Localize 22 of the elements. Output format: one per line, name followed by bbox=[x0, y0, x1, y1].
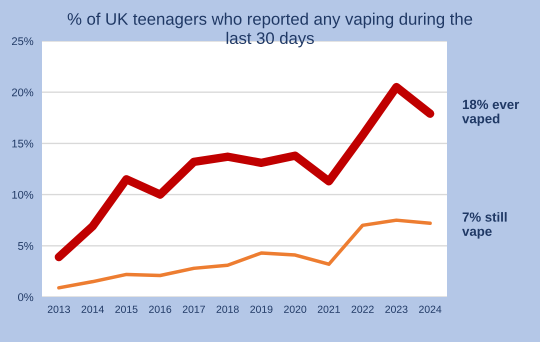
y-tick-label: 25% bbox=[12, 37, 34, 46]
x-tick-label: 2021 bbox=[318, 306, 340, 313]
x-tick-label: 2024 bbox=[419, 306, 442, 313]
x-tick-label: 2023 bbox=[385, 306, 408, 313]
y-tick-label: 5% bbox=[18, 242, 34, 250]
annotation: 18% ever vaped bbox=[462, 100, 520, 126]
x-tick-label: 2020 bbox=[284, 306, 306, 313]
x-tick-label: 2019 bbox=[250, 306, 272, 313]
x-tick-label: 2015 bbox=[115, 306, 138, 313]
x-tick-label: 2013 bbox=[48, 306, 70, 313]
x-tick-label: 2018 bbox=[216, 306, 239, 313]
line-series bbox=[57, 218, 432, 290]
y-tick-label: 15% bbox=[12, 140, 34, 148]
chart-title: % of UK teenagers who reported any vaping during the last 30 days bbox=[68, 12, 472, 48]
y-tick-label: 10% bbox=[12, 190, 34, 199]
x-tick-label: 2016 bbox=[149, 306, 172, 313]
y-tick-label: 20% bbox=[12, 88, 34, 96]
x-tick-label: 2022 bbox=[352, 306, 374, 313]
annotation: 7% still vape bbox=[462, 212, 507, 239]
x-tick-label: 2017 bbox=[182, 306, 205, 313]
x-tick-label: 2014 bbox=[82, 306, 104, 313]
y-tick-label: 0% bbox=[18, 293, 34, 302]
